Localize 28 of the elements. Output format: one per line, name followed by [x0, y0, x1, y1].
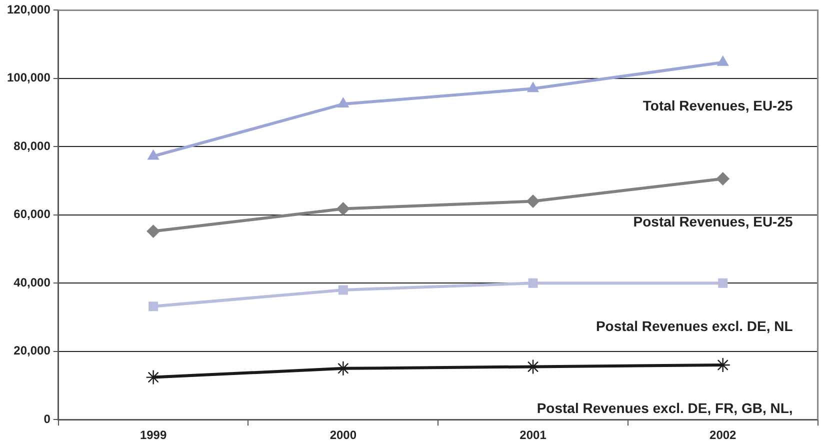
- point: [146, 224, 160, 238]
- series-label: Total Revenues, EU-25: [642, 97, 794, 114]
- series-label: Postal Revenues excl. DE, FR, GB, NL,: [536, 400, 793, 416]
- point: [527, 82, 539, 92]
- y-tick-label: 100,000: [6, 70, 51, 85]
- x-tick-label: 1999: [140, 428, 167, 442]
- y-tick-label: 40,000: [14, 275, 51, 290]
- point: [336, 202, 350, 216]
- x-tick-label: 2002: [710, 428, 737, 442]
- text: Postal Revenues excl. DE, NL: [596, 318, 794, 334]
- series-label: Postal Revenues, EU-25: [633, 214, 794, 230]
- y-tick-label: 120,000: [6, 2, 51, 17]
- point: [338, 285, 348, 295]
- point: [337, 98, 349, 108]
- point: [716, 172, 730, 186]
- y-tick-label: 0: [44, 412, 51, 426]
- y-tick-label: 20,000: [14, 344, 51, 358]
- point: [717, 56, 729, 66]
- y-tick-label: 60,000: [14, 207, 51, 222]
- y-tick-label: 80,000: [14, 138, 51, 153]
- point: [718, 278, 728, 288]
- point: [146, 370, 161, 385]
- point: [526, 194, 540, 208]
- point: [148, 150, 159, 160]
- point: [148, 302, 158, 312]
- x-tick-label: 2000: [330, 428, 357, 442]
- point: [528, 278, 538, 288]
- x-tick-label: 2001: [520, 428, 547, 442]
